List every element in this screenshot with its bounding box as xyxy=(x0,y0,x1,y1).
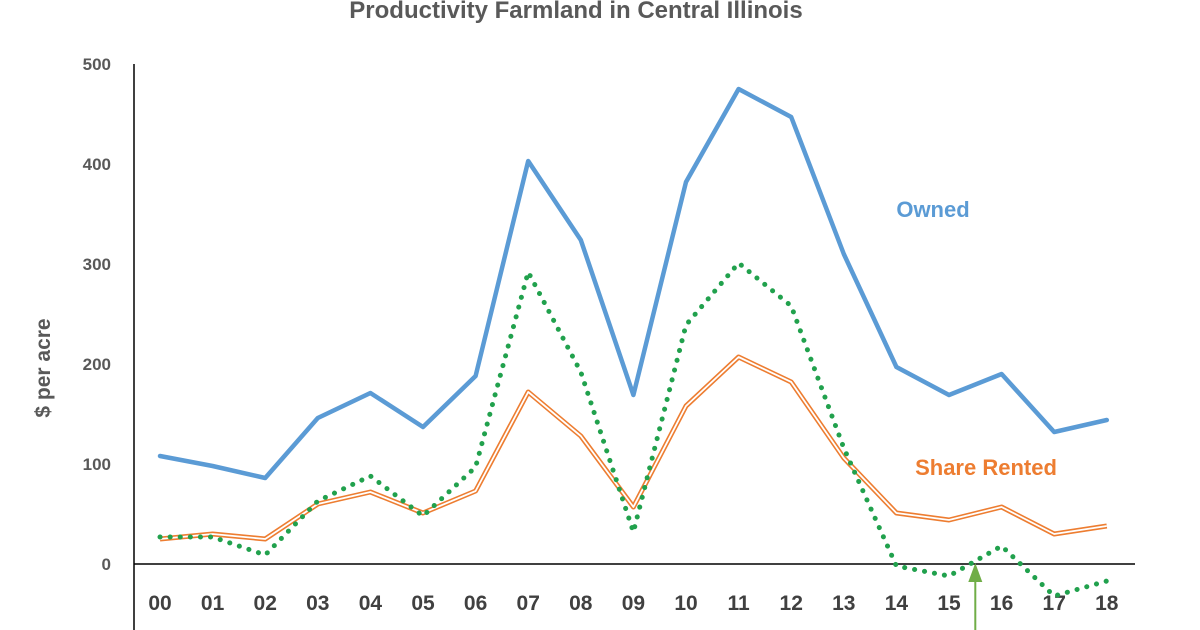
x-tick-label: 08 xyxy=(569,592,593,615)
x-tick-label: 09 xyxy=(622,592,645,615)
series-2-line xyxy=(159,354,1108,542)
y-tick-label: 200 xyxy=(83,355,111,374)
share-rented-series-label: Share Rented xyxy=(915,455,1057,480)
chart-title: Productivity Farmland in Central Illinoi… xyxy=(349,0,802,24)
x-tick-label: 14 xyxy=(885,592,909,615)
y-tick-label: 400 xyxy=(83,155,111,174)
x-tick-label: 07 xyxy=(517,592,540,615)
x-tick-label: 11 xyxy=(727,592,750,615)
x-tick-label: 17 xyxy=(1043,592,1066,615)
y-tick-label: 500 xyxy=(83,55,111,74)
series-3-line xyxy=(157,260,1110,599)
y-axis-label: $ per acre xyxy=(32,318,55,417)
x-tick-label: 16 xyxy=(990,592,1013,615)
x-tick-label: 02 xyxy=(254,592,277,615)
share-rented-line-outer xyxy=(159,354,1108,542)
x-tick-label: 15 xyxy=(937,592,961,615)
x-tick-label: 00 xyxy=(148,592,171,615)
owned-line xyxy=(157,86,1110,481)
dotted-line xyxy=(157,260,1110,599)
x-tick-label: 03 xyxy=(306,592,329,615)
x-tick-label: 06 xyxy=(464,592,487,615)
series-layer xyxy=(157,86,1110,599)
series-1-line xyxy=(157,86,1110,481)
x-tick-label: 10 xyxy=(674,592,697,615)
owned-series-label: Owned xyxy=(896,197,969,222)
y-tick-label: 100 xyxy=(83,455,111,474)
x-tick-label: 01 xyxy=(201,592,225,615)
x-tick-label: 13 xyxy=(832,592,855,615)
y-tick-label: 300 xyxy=(83,255,111,274)
x-tick-label: 04 xyxy=(359,592,383,615)
x-tick-label: 18 xyxy=(1095,592,1119,615)
x-tick-label: 12 xyxy=(780,592,803,615)
x-tick-label: 05 xyxy=(411,592,435,615)
y-axis-ticks: 0 100 200 300 400 500 xyxy=(83,55,111,574)
arrow-head xyxy=(968,563,983,582)
x-axis-ticks: 00 01 02 03 04 05 06 07 08 09 10 11 12 13 14 15 16 17 18 xyxy=(148,592,1118,615)
y-tick-label: 0 xyxy=(102,555,111,574)
arrow-marker xyxy=(968,563,983,630)
